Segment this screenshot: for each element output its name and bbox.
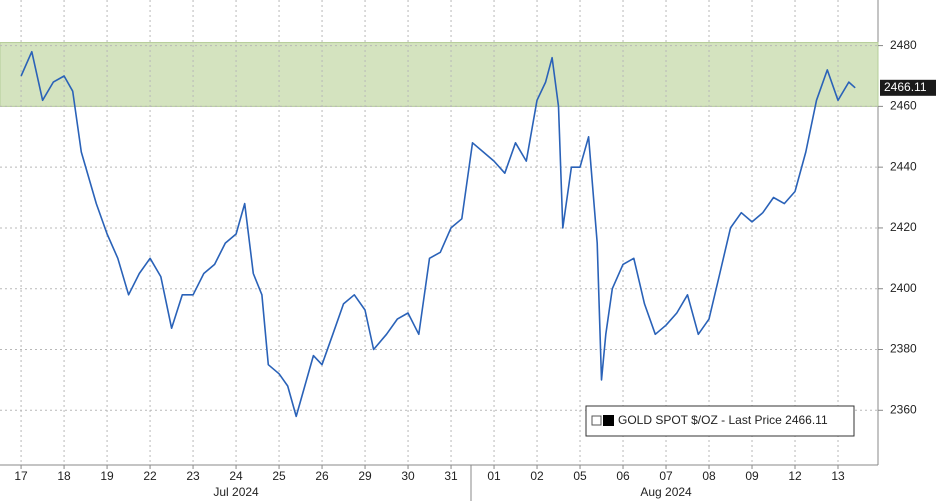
x-tick-label: 26 <box>315 469 329 483</box>
x-tick-label: 12 <box>788 469 802 483</box>
x-tick-label: 07 <box>659 469 673 483</box>
month-label: Aug 2024 <box>640 485 692 499</box>
x-tick-label: 02 <box>530 469 544 483</box>
x-tick-label: 23 <box>186 469 200 483</box>
last-price-tag <box>880 79 936 96</box>
price-line <box>20 50 856 418</box>
x-tick-label: 22 <box>143 469 157 483</box>
x-tick-label: 13 <box>831 469 845 483</box>
legend-swatch <box>603 415 614 426</box>
y-tick-label: 2440 <box>890 159 917 173</box>
x-tick-label: 18 <box>57 469 71 483</box>
y-tick-label: 2360 <box>890 402 917 416</box>
legend-label: GOLD SPOT $/OZ - Last Price 2466.11 <box>618 413 828 427</box>
x-tick-label: 19 <box>100 469 114 483</box>
x-tick-label: 09 <box>745 469 759 483</box>
x-tick-label: 08 <box>702 469 716 483</box>
x-tick-label: 17 <box>14 469 28 483</box>
x-tick-label: 01 <box>487 469 501 483</box>
month-label: Jul 2024 <box>213 485 259 499</box>
y-tick-label: 2400 <box>890 281 917 295</box>
x-tick-label: 30 <box>401 469 415 483</box>
y-tick-label: 2460 <box>890 99 917 113</box>
legend-box <box>585 405 855 437</box>
highlight-band <box>0 42 879 107</box>
y-tick-label: 2380 <box>890 342 917 356</box>
y-tick-label: 2480 <box>890 38 917 52</box>
x-tick-label: 25 <box>272 469 286 483</box>
x-tick-label: 05 <box>573 469 587 483</box>
x-tick-label: 31 <box>444 469 458 483</box>
last-price-label: 2466.11 <box>884 80 927 94</box>
legend: GOLD SPOT $/OZ - Last Price 2466.11 <box>585 405 855 437</box>
x-tick-label: 24 <box>229 469 243 483</box>
legend-icon-outer <box>591 415 602 426</box>
y-tick-label: 2420 <box>890 220 917 234</box>
x-tick-label: 29 <box>358 469 372 483</box>
x-tick-label: 06 <box>616 469 630 483</box>
